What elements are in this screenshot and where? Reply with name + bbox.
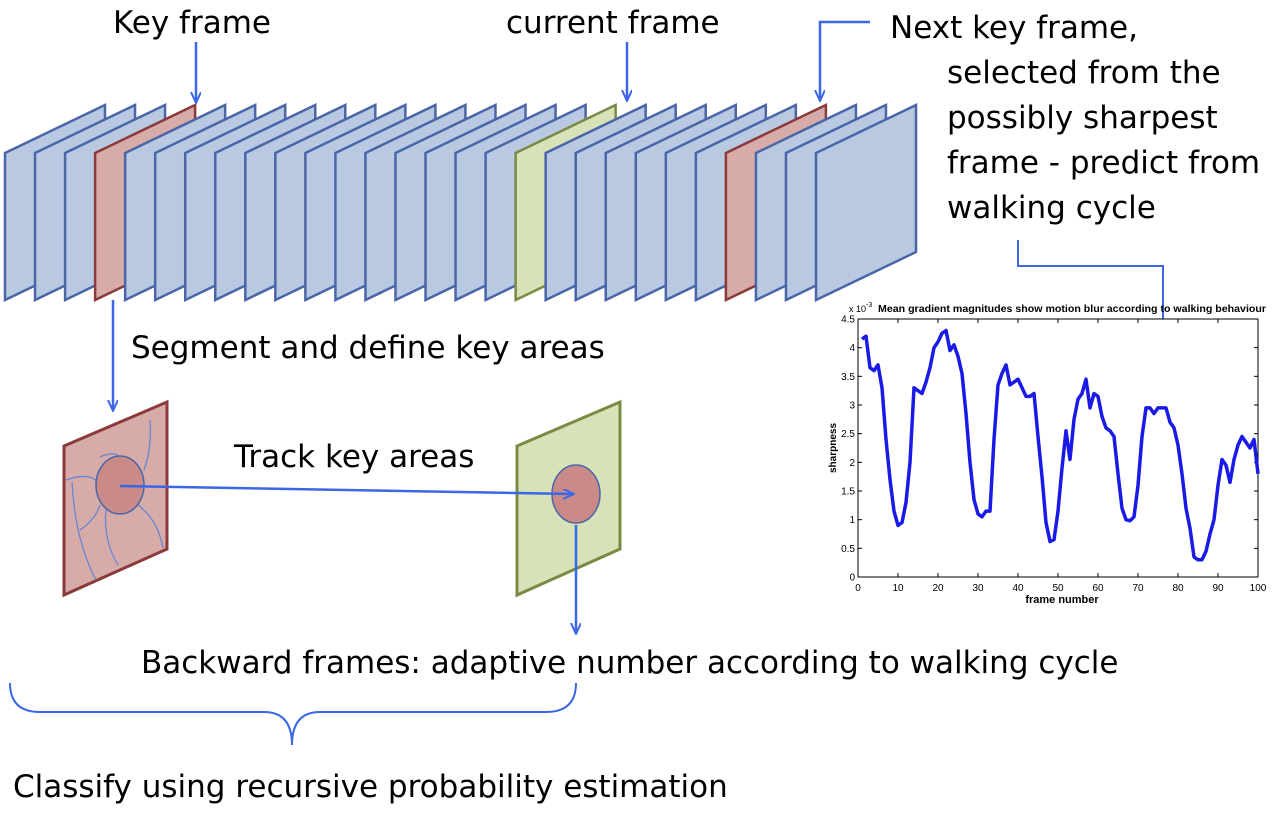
chart-multiplier-exp: -3 [866, 302, 872, 309]
plot-area [857, 318, 1259, 578]
chart-multiplier: x 10-3 [849, 302, 872, 314]
x-tick-label: 40 [1012, 583, 1024, 594]
next-key-frame-line: possibly sharpest [947, 100, 1218, 136]
key-area [95, 455, 145, 515]
tracked-frame [515, 399, 622, 598]
y-tick-label: 4.5 [841, 315, 855, 326]
chart-title: Mean gradient magnitudes show motion blu… [878, 304, 1266, 315]
current-frame-label: current frame [506, 5, 720, 41]
video-frame [814, 103, 918, 302]
track-arrow [119, 484, 573, 494]
segment-boundary [143, 419, 152, 471]
y-tick-label: 2 [849, 458, 855, 469]
next-key-frame-line: frame - predict from [947, 145, 1260, 181]
x-tick-label: 100 [1250, 583, 1267, 594]
x-tick-label: 80 [1172, 583, 1184, 594]
next-key-frame-arrow [820, 20, 870, 100]
backward-label: Backward frames: adaptive number accordi… [141, 645, 1118, 681]
y-tick-label: 3 [849, 401, 855, 412]
x-axis: 0 10 20 30 40 50 60 70 80 90 100 [855, 319, 1267, 594]
classify-label: Classify using recursive probability est… [13, 769, 728, 805]
segment-boundary [79, 504, 101, 531]
x-tick-label: 10 [892, 583, 904, 594]
x-tick-label: 60 [1092, 583, 1104, 594]
next-key-frame-line: Next key frame, [890, 10, 1138, 46]
key-frame-label: Key frame [113, 5, 271, 41]
y-axis: 0 0.5 1 1.5 2 2.5 3 3.5 4 4.5 [841, 315, 1258, 584]
x-tick-label: 70 [1132, 583, 1144, 594]
segment-boundary [99, 453, 119, 458]
x-tick-label: 50 [1052, 583, 1064, 594]
sharpness-chart: x 10-3 Mean gradient magnitudes show mot… [828, 302, 1267, 606]
y-tick-label: 3.5 [841, 372, 855, 383]
x-tick-label: 20 [932, 583, 944, 594]
track-label: Track key areas [233, 439, 474, 475]
segment-boundary [137, 504, 164, 549]
y-tick-label: 4 [849, 343, 855, 354]
segment-boundary [104, 509, 119, 566]
frame-sequence [3, 103, 918, 302]
sharpness-line [860, 328, 1260, 562]
x-tick-label: 30 [972, 583, 984, 594]
y-axis-label: sharpness [828, 423, 839, 473]
next-key-frame-line: selected from the [947, 55, 1221, 91]
x-tick-label: 0 [855, 583, 861, 594]
y-tick-label: 1 [849, 515, 855, 526]
segmented-key-frame [62, 399, 169, 598]
chart-multiplier-base: x 10 [849, 304, 866, 314]
next-key-frame-line: walking cycle [947, 190, 1156, 226]
next-key-frame-label: Next key frame, selected from the possib… [890, 10, 1260, 226]
x-tick-label: 90 [1212, 583, 1224, 594]
grouping-brace [9, 682, 577, 746]
segment-label: Segment and define key areas [131, 330, 605, 366]
x-axis-label: frame number [1025, 594, 1099, 606]
y-tick-label: 0 [849, 573, 855, 584]
y-tick-label: 0.5 [841, 544, 855, 555]
y-tick-label: 2.5 [841, 429, 855, 440]
segment-boundary [71, 481, 97, 581]
y-tick-label: 1.5 [841, 487, 855, 498]
